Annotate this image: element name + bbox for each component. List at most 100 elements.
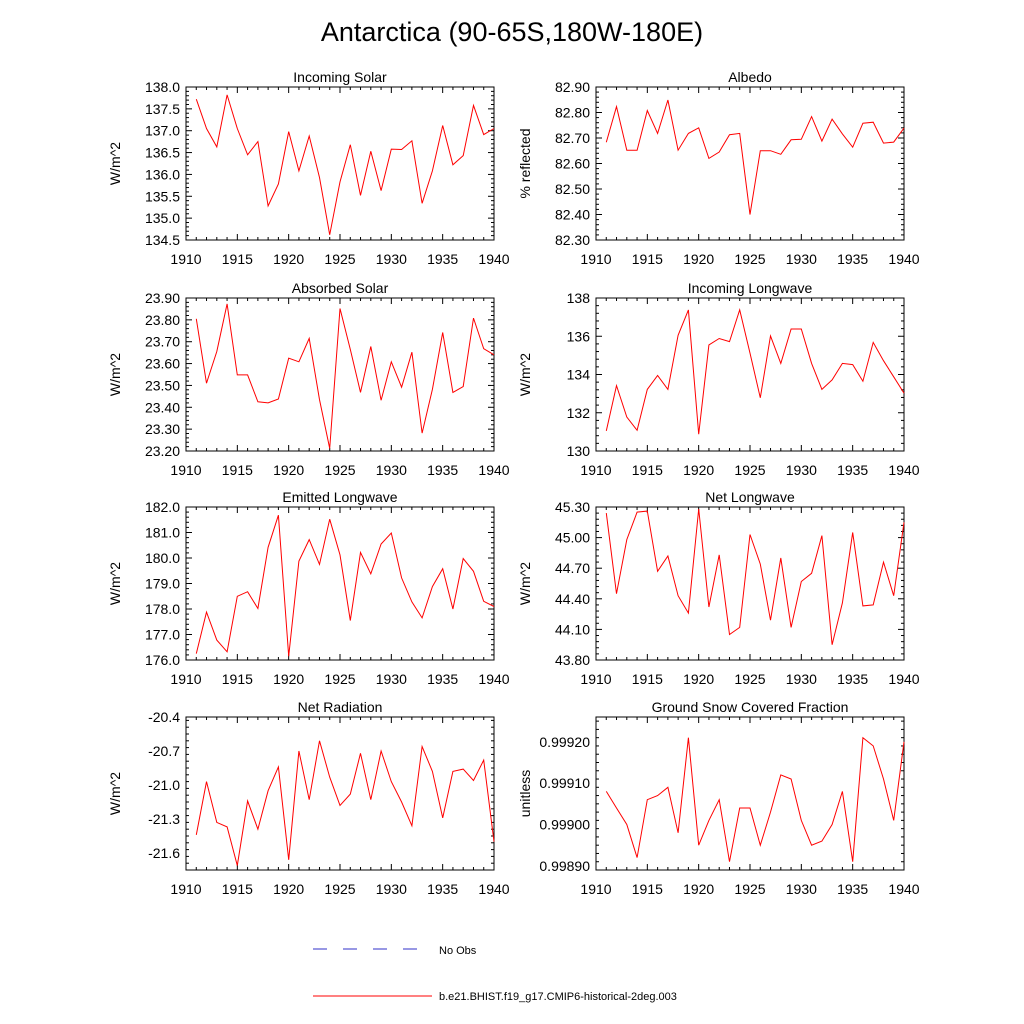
y-axis-label: W/m^2 [107,562,123,605]
x-tick-label: 1910 [170,462,201,478]
y-tick-label: -21.6 [148,845,180,861]
panel-title: Incoming Longwave [688,280,813,296]
panel-incoming-longwave: Incoming Longwave W/m^2 1910 1915 1920 1925 19… [517,280,920,478]
panel-incoming-solar: Incoming Solar W/m^2 1910 1915 1920 1925 1930 1… [107,69,510,267]
x-tick-label: 1925 [734,881,765,897]
x-tick-label: 1925 [734,671,765,687]
series-line [605,308,905,435]
y-axis-label: unitless [517,770,533,817]
x-tick-label: 1930 [786,462,817,478]
x-tick-label: 1930 [786,881,817,897]
y-tick-label: 23.80 [145,312,180,328]
figure-title: Antarctica (90-65S,180W-180E) [321,17,703,47]
y-tick-label: 137.5 [145,101,180,117]
x-tick-label: 1940 [888,881,919,897]
y-tick-label: 44.40 [555,591,590,607]
y-tick-label: 136 [567,328,591,344]
y-tick-label: 135.5 [145,188,180,204]
x-tick-label: 1940 [888,251,919,267]
x-tick-label: 1915 [222,881,253,897]
plot-frame [595,297,905,452]
x-tick-label: 1920 [273,881,304,897]
y-tick-label: 181.0 [145,525,180,541]
x-tick-label: 1920 [683,671,714,687]
x-tick-label: 1930 [376,462,407,478]
x-tick-label: 1940 [478,671,509,687]
x-tick-label: 1925 [324,462,355,478]
y-tick-label: 43.80 [555,652,590,668]
x-tick-label: 1920 [273,671,304,687]
y-tick-label: 137.0 [145,123,180,139]
x-tick-label: 1915 [632,251,663,267]
panel-title: Albedo [728,69,772,85]
y-tick-label: 82.40 [555,207,590,223]
y-tick-label: 23.50 [145,377,180,393]
x-tick-label: 1925 [324,251,355,267]
y-axis-label: W/m^2 [517,353,533,396]
y-tick-label: 0.99900 [539,817,590,833]
legend: No Obs b.e21.BHIST.f19_g17.CMIP6-histori… [313,945,677,1003]
x-tick-label: 1925 [324,881,355,897]
plot-frame [185,506,495,661]
y-axis-label: W/m^2 [107,142,123,185]
x-tick-label: 1920 [683,881,714,897]
x-tick-label: 1915 [632,671,663,687]
panel-net-longwave: Net Longwave W/m^2 1910 1915 1920 1925 1930 193… [517,489,920,687]
panels-container: Incoming Solar W/m^2 1910 1915 1920 1925 1930 1… [107,69,920,897]
y-tick-label: 23.20 [145,443,180,459]
y-tick-label: 44.70 [555,560,590,576]
x-tick-label: 1915 [632,462,663,478]
x-tick-label: 1910 [580,671,611,687]
y-tick-label: 182.0 [145,499,180,515]
x-tick-label: 1925 [324,671,355,687]
x-tick-label: 1930 [786,251,817,267]
panel-title: Absorbed Solar [292,280,389,296]
panel-albedo: Albedo % reflected 1910 1915 1920 1925 1930 193… [517,69,920,267]
x-tick-label: 1935 [837,671,868,687]
x-tick-label: 1935 [427,671,458,687]
y-tick-label: 82.80 [555,105,590,121]
y-tick-label: 178.0 [145,601,180,617]
x-tick-label: 1930 [376,671,407,687]
x-tick-label: 1935 [837,462,868,478]
series-line [605,508,905,645]
y-tick-label: -21.0 [148,777,180,793]
y-tick-label: 134.5 [145,232,180,248]
panel-emitted-longwave: Emitted Longwave W/m^2 1910 1915 1920 1925 193… [107,489,510,687]
x-tick-label: 1920 [683,462,714,478]
x-tick-label: 1940 [888,671,919,687]
panel-title: Emitted Longwave [282,489,397,505]
x-tick-label: 1910 [580,251,611,267]
x-tick-label: 1920 [273,462,304,478]
series-line [605,736,905,862]
plot-frame [185,297,495,452]
x-tick-label: 1930 [376,251,407,267]
y-tick-label: 23.60 [145,356,180,372]
y-tick-label: 177.0 [145,627,180,643]
y-tick-label: 132 [567,405,591,421]
y-axis-label: W/m^2 [107,353,123,396]
series-line [605,99,905,215]
y-tick-label: 23.70 [145,334,180,350]
x-tick-label: 1915 [222,462,253,478]
y-tick-label: -20.7 [148,743,180,759]
x-tick-label: 1935 [837,881,868,897]
y-tick-label: 130 [567,443,591,459]
panel-title: Ground Snow Covered Fraction [652,699,849,715]
series-line [195,740,495,866]
panel-title: Incoming Solar [293,69,387,85]
y-tick-label: 82.70 [555,130,590,146]
y-tick-label: 179.0 [145,576,180,592]
y-tick-label: -21.3 [148,811,180,827]
y-tick-label: 23.90 [145,290,180,306]
x-tick-label: 1935 [837,251,868,267]
plot-frame [595,86,905,241]
y-tick-label: 138 [567,290,591,306]
x-tick-label: 1910 [170,251,201,267]
panel-title: Net Longwave [705,489,795,505]
y-tick-label: 23.40 [145,399,180,415]
y-tick-label: 136.0 [145,166,180,182]
x-tick-label: 1930 [376,881,407,897]
panel-absorbed-solar: Absorbed Solar W/m^2 1910 1915 1920 1925 1930 1… [107,280,510,478]
